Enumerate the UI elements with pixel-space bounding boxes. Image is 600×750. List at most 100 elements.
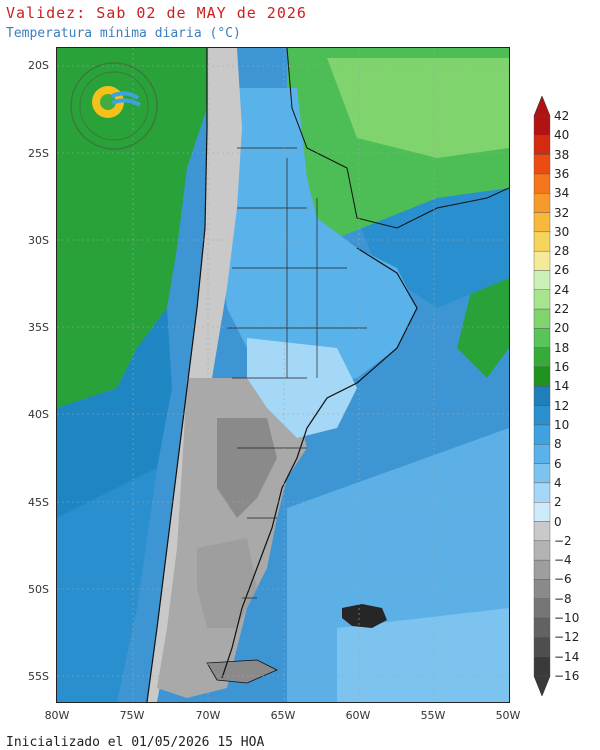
legend-label: 18	[554, 340, 570, 355]
atlantic-coastline	[221, 247, 418, 679]
legend-label: 42	[554, 109, 570, 123]
legend-swatch	[533, 193, 551, 213]
legend-swatch	[533, 463, 551, 484]
temperature-legend: 42 40 38 36 34 32 30 28 26 24 22 20 18 16 14 12 10 8 6 4 2 0−…	[532, 96, 592, 696]
legend-swatch	[533, 559, 551, 580]
legend-label: 26	[554, 263, 570, 278]
legend-swatch	[533, 115, 551, 136]
legend-label: 8	[554, 437, 562, 452]
legend-swatch	[533, 656, 551, 677]
temperature-map	[56, 47, 510, 703]
legend-label: 10	[554, 417, 570, 432]
legend-label: 12	[554, 398, 570, 413]
patagonia-south-cold	[197, 538, 257, 628]
pacific-warm-region	[57, 48, 207, 408]
legend-swatch	[533, 444, 551, 464]
init-footer: Inicializado el 01/05/2026 15 HOA	[6, 735, 265, 750]
legend-label: 40	[554, 128, 570, 143]
lon-label-80w: 80W	[44, 709, 70, 722]
legend-swatch	[533, 347, 551, 368]
lat-label-20s: 20S	[28, 59, 49, 72]
lat-label-40s: 40S	[28, 408, 49, 421]
legend-label: −14	[554, 649, 580, 664]
legend-swatch	[533, 424, 551, 445]
legend-label: −4	[554, 553, 572, 568]
legend-bottom-arrow	[533, 675, 551, 696]
legend-label: 28	[554, 244, 570, 259]
pacific-coastline	[146, 48, 208, 702]
legend-swatch	[533, 405, 551, 426]
legend-swatch	[533, 386, 551, 406]
lat-label-45s: 45S	[28, 496, 49, 509]
legend-swatch	[533, 289, 551, 310]
malvinas-islands	[342, 604, 387, 628]
lon-label-60w: 60W	[345, 709, 371, 722]
lat-label-25s: 25S	[28, 147, 49, 160]
lon-label-65w: 65W	[270, 709, 296, 722]
andes-cold-strip	[147, 48, 242, 702]
map-title: Validez: Sab 02 de MAY de 2026	[6, 4, 307, 22]
legend-swatch	[533, 135, 551, 155]
lon-label-55w: 55W	[420, 709, 446, 722]
legend-swatch	[533, 308, 551, 329]
smn-logo	[68, 60, 160, 152]
legend-swatch	[533, 540, 551, 561]
legend-swatch	[533, 366, 551, 387]
legend-label: 20	[554, 321, 570, 336]
legend-swatch	[533, 502, 551, 522]
pampas-region	[247, 338, 357, 438]
lon-label-75w: 75W	[119, 709, 145, 722]
map-subtitle: Temperatura mínima diaria (°C)	[6, 26, 241, 41]
smn-logo-graphic	[70, 62, 158, 150]
legend-swatch	[533, 482, 551, 503]
tierra-del-fuego	[206, 659, 278, 684]
province-borders	[227, 147, 367, 599]
legend-swatch	[533, 328, 551, 348]
lat-label-55s: 55S	[28, 670, 49, 683]
legend-swatch	[533, 617, 551, 638]
legend-swatch	[533, 250, 551, 271]
legend-swatch	[533, 154, 551, 175]
lon-label-50w: 50W	[495, 709, 521, 722]
lat-label-50s: 50S	[28, 583, 49, 596]
legend-label: −8	[554, 591, 572, 606]
legend-label: 16	[554, 360, 570, 375]
legend-label: 32	[554, 205, 570, 220]
legend-label: 14	[554, 379, 570, 394]
legend-label: 4	[554, 475, 562, 490]
north-land-light	[327, 58, 509, 158]
patagonia-colder-core	[217, 418, 277, 518]
legend-label: −12	[554, 630, 580, 645]
legend-label: 24	[554, 282, 570, 297]
map-grid	[57, 48, 509, 702]
legend-swatch	[533, 231, 551, 252]
legend-label: −2	[554, 533, 572, 548]
legend-label: −10	[554, 611, 580, 626]
pacific-mid-region	[57, 308, 172, 518]
lat-label-30s: 30S	[28, 234, 49, 247]
legend-swatches	[533, 115, 551, 677]
legend-swatch	[533, 212, 551, 233]
legend-color-bar	[533, 96, 551, 696]
legend-label: −16	[554, 669, 580, 683]
atlantic-far-south	[337, 608, 509, 702]
legend-swatch	[533, 521, 551, 542]
legend-label: 0	[554, 514, 562, 529]
legend-label: 36	[554, 166, 570, 181]
legend-label: 2	[554, 495, 562, 510]
legend-swatch	[533, 579, 551, 599]
legend-label: 34	[554, 186, 570, 201]
legend-label: 22	[554, 302, 570, 317]
legend-swatch	[533, 270, 551, 290]
pacific-south-region	[57, 468, 157, 702]
legend-top-arrow	[533, 96, 551, 117]
legend-swatch	[533, 637, 551, 657]
lat-label-35s: 35S	[28, 321, 49, 334]
legend-label: −6	[554, 572, 572, 587]
lon-label-70w: 70W	[195, 709, 221, 722]
legend-label: 30	[554, 224, 570, 239]
legend-label: 6	[554, 456, 562, 471]
country-borders	[286, 48, 509, 229]
map-svg	[57, 48, 509, 702]
legend-label: 38	[554, 147, 570, 162]
